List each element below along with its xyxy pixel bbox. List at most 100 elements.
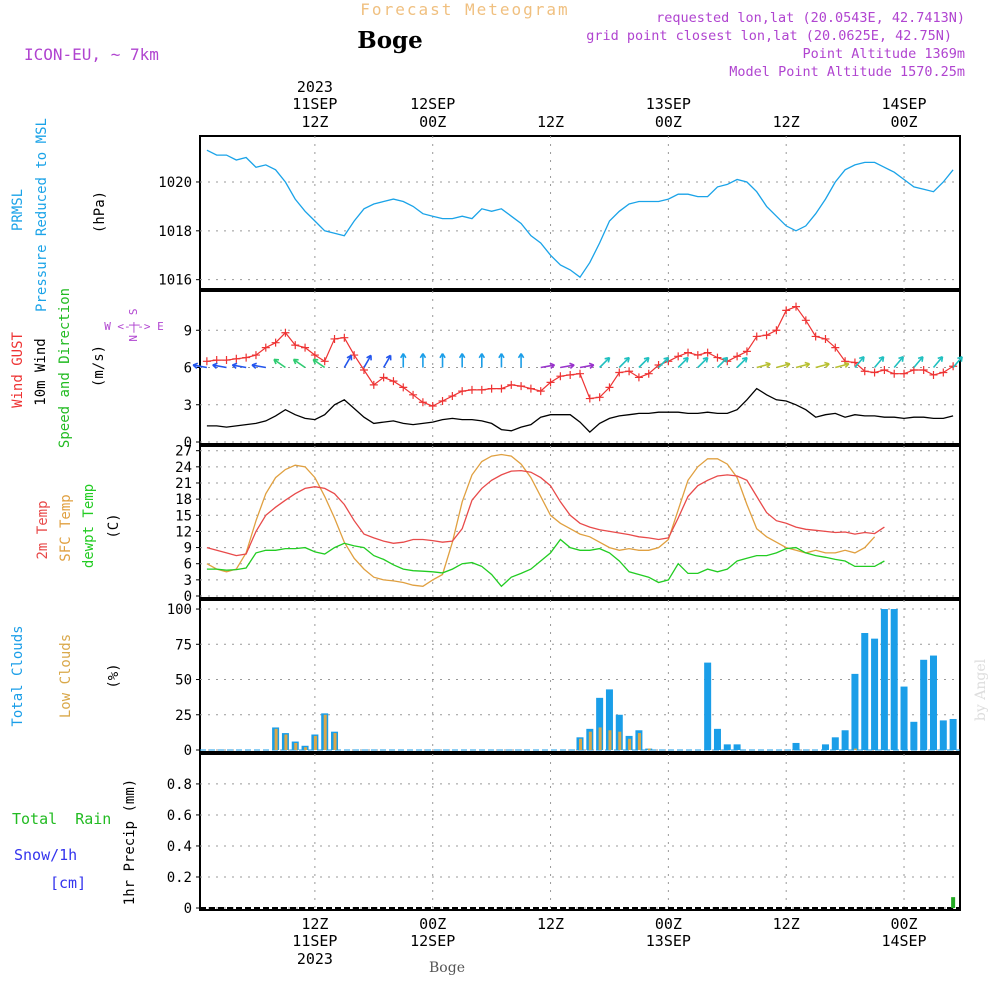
wind-plot bbox=[192, 302, 963, 433]
wind-arrow-head bbox=[346, 354, 353, 361]
top-time-label: 12Z bbox=[773, 113, 800, 131]
pressure-reduced-label: Pressure Reduced to MSL bbox=[34, 118, 50, 312]
wind-arrow bbox=[795, 363, 810, 369]
gust-marker bbox=[536, 387, 545, 396]
gust-marker bbox=[762, 331, 771, 340]
wind-gust-label: Wind GUST bbox=[10, 332, 26, 408]
gust-marker bbox=[418, 398, 427, 407]
app-title: Forecast Meteogram bbox=[360, 0, 569, 19]
total-rain-label: Total Rain bbox=[12, 810, 111, 828]
gust-marker bbox=[477, 385, 486, 394]
wind-arrow-head bbox=[231, 362, 238, 369]
wind-arrow-head bbox=[549, 362, 556, 369]
low-cloud-bar bbox=[588, 731, 592, 750]
gust-marker bbox=[890, 369, 899, 378]
bottom-time-label: 2023 bbox=[297, 950, 333, 968]
gust-marker bbox=[202, 357, 211, 366]
top-time-label: 12Z bbox=[537, 113, 564, 131]
wind-arrow bbox=[952, 356, 963, 369]
wind-arrow bbox=[192, 364, 208, 369]
precip-plot bbox=[200, 897, 960, 909]
gust-marker bbox=[919, 365, 928, 374]
wind-arrow-head bbox=[722, 356, 729, 363]
gust-marker bbox=[222, 356, 231, 365]
bottom-time-label: 12Z bbox=[773, 915, 800, 933]
temp-dew-label: dewpt Temp bbox=[81, 484, 97, 568]
gust-marker bbox=[301, 343, 310, 352]
gust-marker bbox=[310, 351, 319, 360]
wind-arrow bbox=[697, 357, 709, 369]
y-tick-label: 50 bbox=[175, 673, 192, 689]
wind-arrow-head bbox=[741, 356, 748, 363]
wind-arrow-head bbox=[898, 356, 905, 362]
temp-2m-label: 2m Temp bbox=[35, 500, 51, 559]
y-tick-label: 0.8 bbox=[167, 777, 192, 793]
wind-arrow-head bbox=[804, 361, 811, 369]
total-cloud-bar bbox=[792, 742, 800, 750]
gust-marker bbox=[497, 384, 506, 393]
wind-arrow-head bbox=[702, 356, 709, 363]
gust-marker bbox=[792, 302, 801, 311]
wind-arrow bbox=[657, 357, 670, 369]
gust-marker bbox=[929, 370, 938, 379]
gust-marker bbox=[428, 401, 437, 410]
model-point-altitude: Model Point Altitude 1570.25m bbox=[729, 64, 965, 80]
gust-marker bbox=[615, 368, 624, 377]
gust-marker bbox=[242, 353, 251, 362]
y-tick-label: 25 bbox=[175, 708, 192, 724]
total-cloud-bar bbox=[605, 689, 613, 750]
y-tick-label: 0.4 bbox=[167, 839, 192, 855]
wind-arrow-head bbox=[643, 356, 650, 363]
gust-marker bbox=[811, 332, 820, 341]
temp-sfc-label: SFC Temp bbox=[58, 494, 74, 561]
y-tick-label: 1016 bbox=[158, 273, 192, 289]
low-cloud-bar bbox=[647, 748, 651, 750]
y-tick-label: 24 bbox=[175, 460, 192, 476]
point-altitude: Point Altitude 1369m bbox=[802, 46, 965, 62]
gust-marker bbox=[507, 380, 516, 389]
wind-arrow bbox=[273, 358, 286, 369]
y-tick-label: 27 bbox=[175, 444, 192, 460]
total-cloud-bar bbox=[920, 659, 928, 750]
gust-marker bbox=[399, 383, 408, 392]
wind-arrow-head bbox=[458, 353, 466, 359]
total-cloud-bar bbox=[733, 744, 741, 750]
gust-marker bbox=[340, 333, 349, 342]
low-cloud-bar bbox=[598, 727, 602, 750]
wind-arrow-head bbox=[878, 356, 885, 362]
gust-marker bbox=[448, 392, 457, 401]
wind-arrow bbox=[873, 356, 885, 369]
gust-marker bbox=[870, 368, 879, 377]
wind-arrow bbox=[232, 364, 247, 369]
gust-marker bbox=[379, 373, 388, 382]
total-cloud-bar bbox=[851, 673, 859, 750]
gust-marker bbox=[752, 332, 761, 341]
temp-dew-line bbox=[206, 538, 885, 588]
wind-arrow-head bbox=[917, 356, 924, 362]
total-cloud-bar bbox=[723, 744, 731, 750]
total-cloud-bar bbox=[596, 697, 604, 750]
panel-frame bbox=[199, 753, 961, 911]
top-time-label: 00Z bbox=[655, 113, 682, 131]
gust-marker bbox=[821, 334, 830, 343]
wind-arrow bbox=[756, 363, 771, 369]
y-tick-label: 0 bbox=[184, 743, 192, 759]
temp-unit: (C) bbox=[106, 513, 122, 538]
low-cloud-bar bbox=[304, 747, 308, 750]
low-cloud-bar bbox=[333, 733, 337, 750]
cloud-plot bbox=[200, 609, 960, 751]
pressure-plot bbox=[206, 149, 954, 279]
gust-marker bbox=[251, 351, 260, 360]
panel-frames bbox=[199, 135, 961, 911]
temperature-plot bbox=[206, 453, 885, 588]
top-time-label: 12SEP bbox=[410, 95, 455, 113]
wind-arrow-head bbox=[937, 356, 944, 362]
gust-marker bbox=[566, 370, 575, 379]
wind-arrow bbox=[382, 354, 392, 368]
gust-marker bbox=[684, 348, 693, 357]
gust-marker bbox=[703, 348, 712, 357]
gust-marker bbox=[782, 306, 791, 315]
wind-arrow bbox=[343, 354, 353, 368]
wind-arrow-head bbox=[312, 358, 319, 365]
wind-arrow bbox=[638, 357, 650, 369]
